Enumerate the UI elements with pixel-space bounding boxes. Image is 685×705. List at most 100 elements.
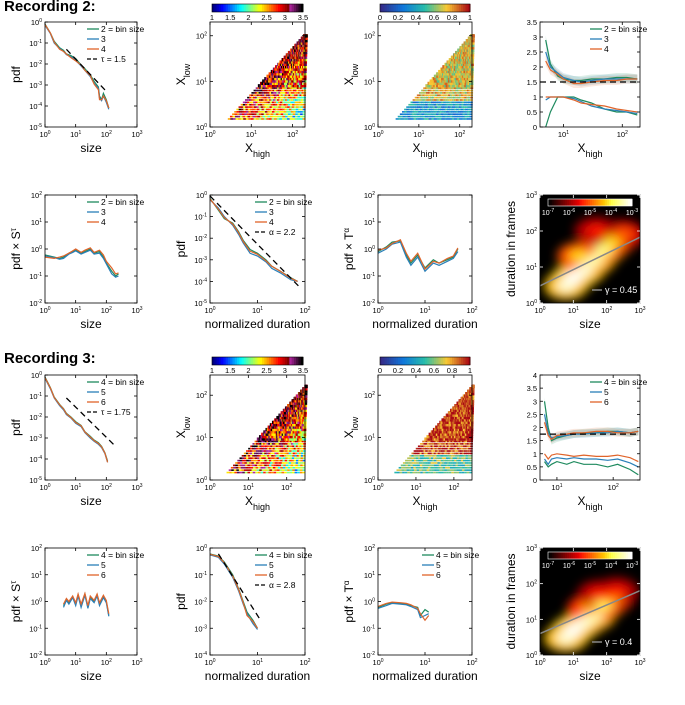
heatmap-cell [241,469,244,471]
heatmap-cell [298,462,301,464]
heatmap-cell [292,469,295,471]
heatmap-cell [252,116,255,118]
heatmap-cell [405,116,408,118]
heatmap-cell [463,465,466,467]
heatmap-cell [464,118,467,120]
heatmap-cell [274,465,277,467]
heatmap-cell [252,465,255,467]
heatmap-cell [257,116,260,118]
heatmap-cell [455,465,458,467]
heatmap-cell [249,469,252,471]
heatmap-cell [424,462,427,464]
y-tick-label: 10-2 [29,413,42,422]
heatmap-cell [438,472,441,474]
legend-label: 3 [269,207,274,217]
heatmap-cell [282,469,285,471]
heatmap-cell [252,469,255,471]
heatmap-cell [428,462,431,464]
heatmap-cell [464,472,467,474]
heatmap-cell [415,116,418,118]
x-tick-label: 101 [568,306,579,315]
heatmap-cell [431,118,434,120]
y-tick-label: 10-4 [29,455,42,464]
heatmap-cell [436,118,439,120]
heatmap-cell [259,118,262,120]
heatmap-cell [444,465,447,467]
x-axis-label: Xhigh [412,141,437,159]
heatmap-cell [280,116,283,118]
x-tick-label: 100 [39,306,50,315]
heatmap-cells [394,385,474,473]
heatmap-cell [303,99,306,101]
y-tick-label: 101 [196,434,207,443]
heatmap-cell [276,465,279,467]
heatmap-cell [452,118,455,120]
heatmap-cell [286,462,289,464]
heatmap-cell [256,462,259,464]
heatmap-cell [447,116,450,118]
heatmap-cell [268,462,271,464]
heatmap-cell [236,118,239,120]
heatmap-cell [250,472,253,474]
heatmap-cell [451,465,454,467]
heatmap-cell [234,469,237,471]
heatmap-cell [240,462,243,464]
heatmap-cell [232,116,235,118]
x-tick-label: 103 [131,483,142,492]
heatmap-cell [272,116,275,118]
heatmap-cell [424,118,427,120]
heatmap-cell [447,118,450,120]
heatmap-cell [452,469,455,471]
legend-label: 4 [101,217,106,227]
heatmap-cell [284,462,287,464]
heatmap-cell [290,116,293,118]
heatmap-cell [272,118,275,120]
heatmap-cell [460,465,463,467]
heatmap-cell [300,118,303,120]
heatmap-cell [242,462,245,464]
heatmap-cell [265,116,268,118]
y-axis-label: duration in frames [504,201,518,297]
heatmap-cell [293,462,296,464]
heatmap-cell [454,462,457,464]
heatmap-cell [240,472,243,474]
heatmap-cell [287,116,290,118]
heatmap-cell [259,465,262,467]
heatmap-cell [433,467,436,469]
heatmap-cell [261,472,264,474]
heatmap-cell [441,118,444,120]
x-tick-label: 102 [287,130,298,139]
legend-label: 4 = bin size [101,377,145,387]
heatmap-cell [424,469,427,471]
heatmap-cell [283,465,286,467]
heatmap-cell [398,118,401,120]
colorbar-tick-label: 2 [246,366,250,375]
heatmap-cell [260,116,263,118]
heatmap-cell [247,465,250,467]
heatmap-cell [298,465,301,467]
x-axis-label: size [80,141,102,155]
heatmap-cell [465,465,468,467]
x-tick-label: 101 [252,306,263,315]
heatmap-cell [413,465,416,467]
heatmap-cell [293,467,296,469]
x-axis-label: normalized duration [205,317,310,331]
heatmap-cell [286,465,289,467]
heatmap-cell [297,118,300,120]
heatmap-cell [439,465,442,467]
heatmap-cell [243,467,246,469]
heatmap-cell [417,465,420,467]
heatmap-cell [410,472,413,474]
heatmap-cell [253,472,256,474]
heatmap-cell [279,465,282,467]
heatmap-cell [300,472,303,474]
heatmap-cell [408,467,411,469]
heatmap-cell [270,467,273,469]
heatmap-cell [254,462,257,464]
heatmap-cell [416,118,419,120]
heatmap-cell [467,467,470,469]
